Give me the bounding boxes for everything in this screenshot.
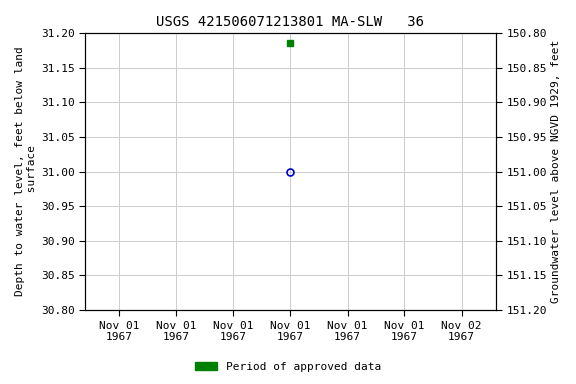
Y-axis label: Depth to water level, feet below land
 surface: Depth to water level, feet below land su… [15,46,37,296]
Legend: Period of approved data: Period of approved data [191,358,385,377]
Y-axis label: Groundwater level above NGVD 1929, feet: Groundwater level above NGVD 1929, feet [551,40,561,303]
Title: USGS 421506071213801 MA-SLW   36: USGS 421506071213801 MA-SLW 36 [157,15,425,29]
